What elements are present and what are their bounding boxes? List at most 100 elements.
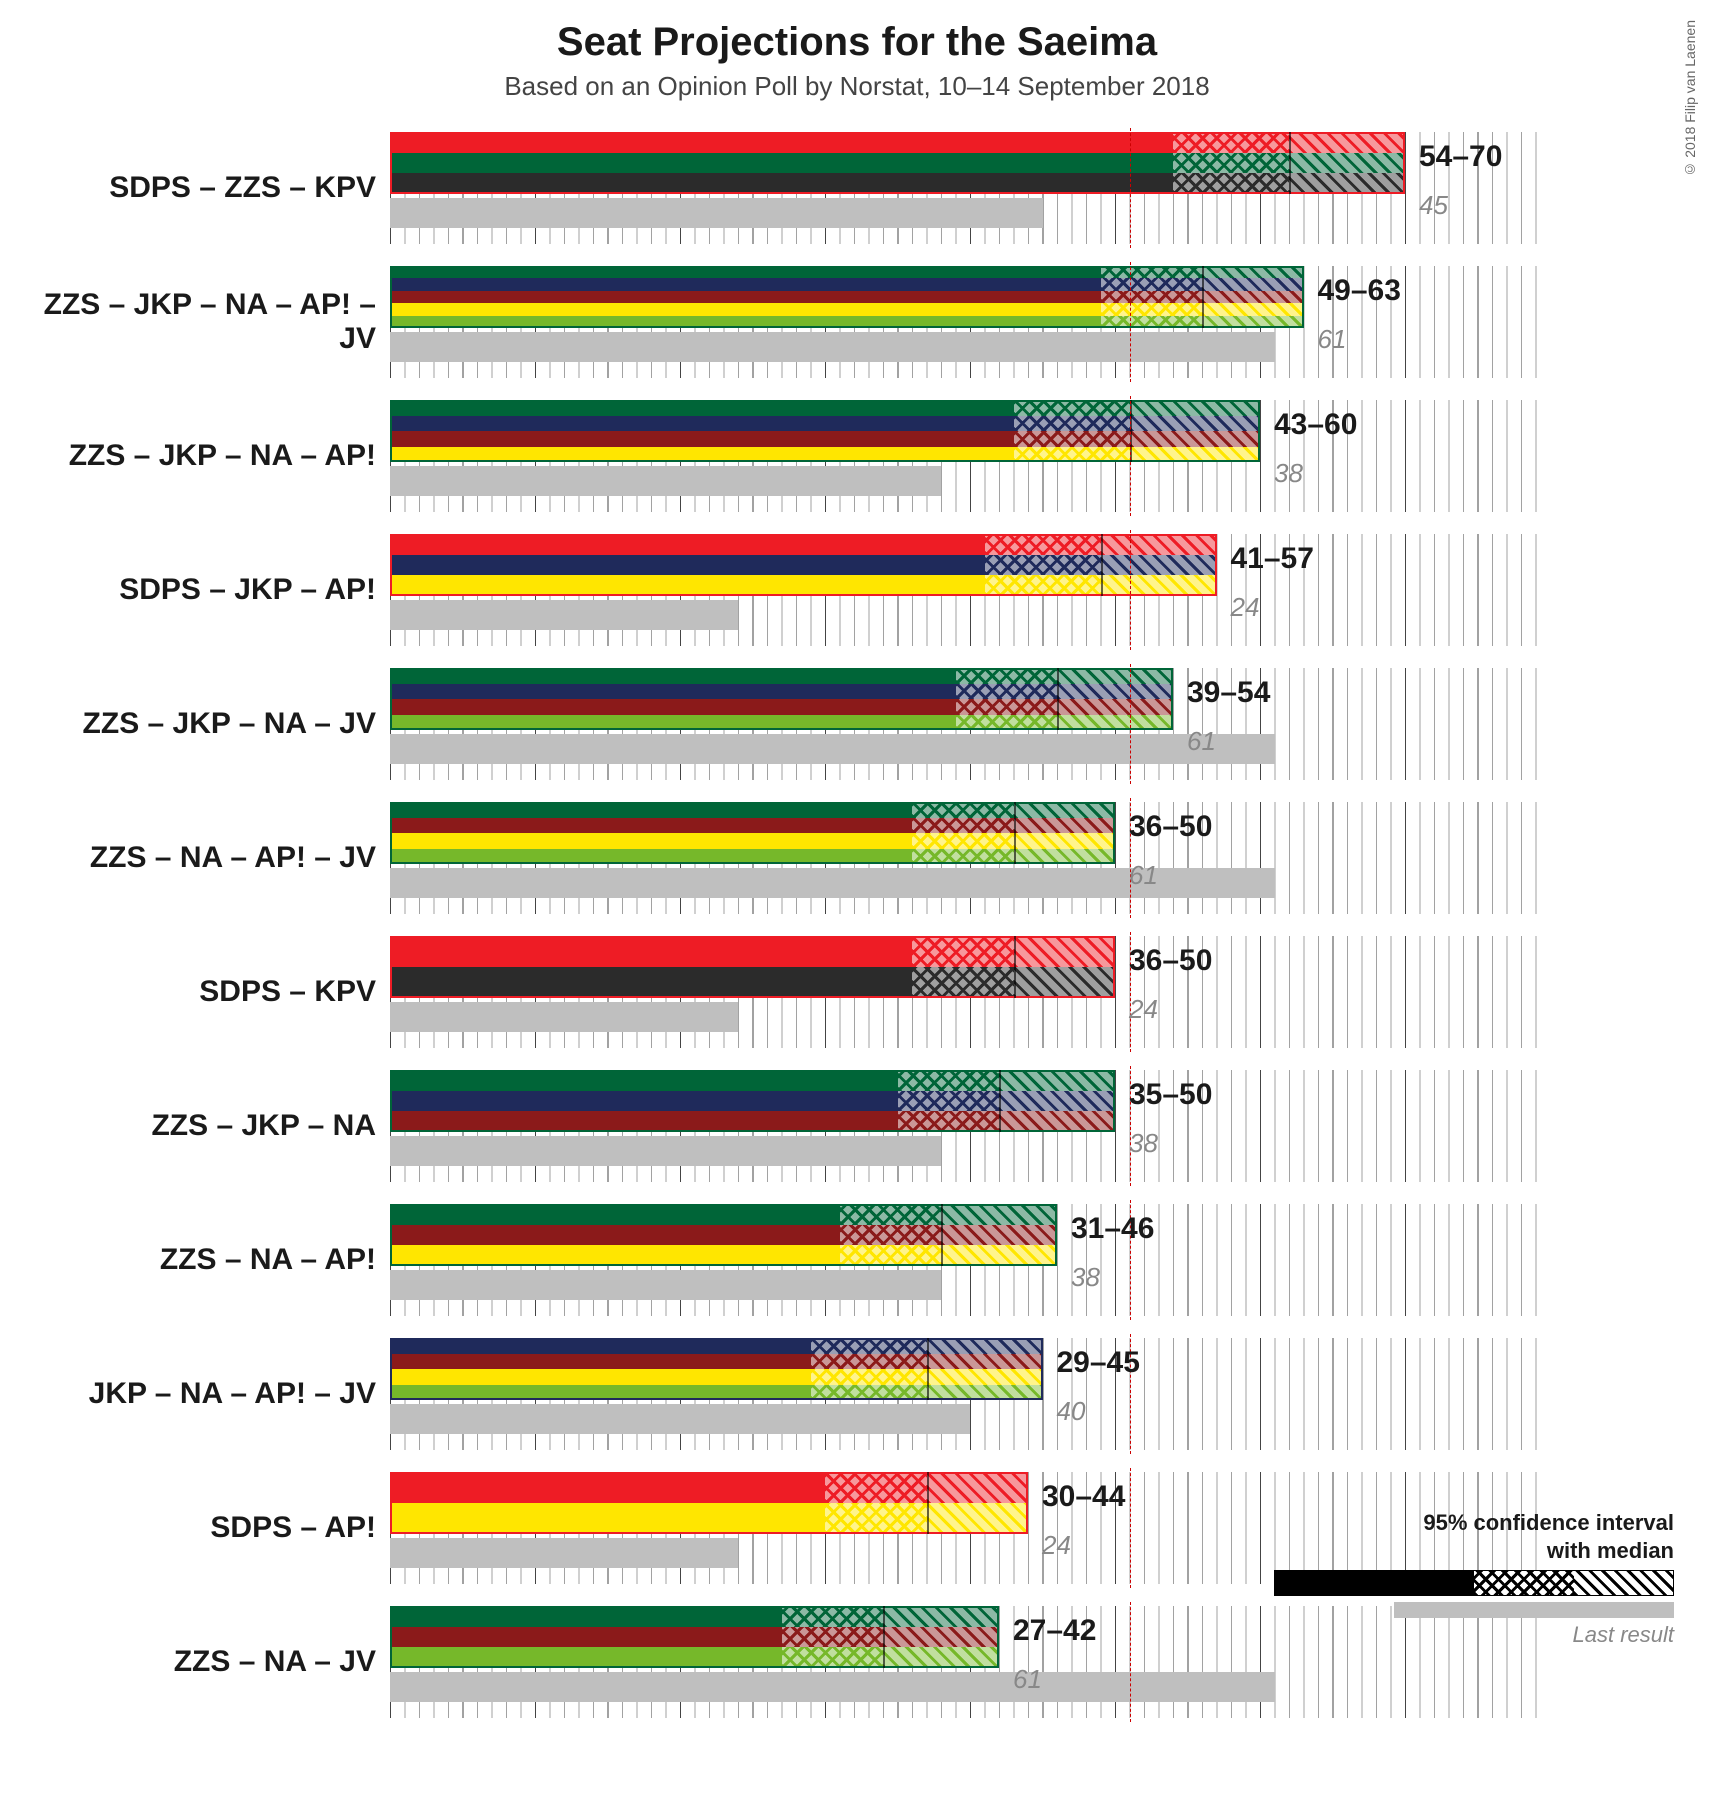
- bar-area: 49–63 61: [390, 266, 1550, 378]
- legend: 95% confidence interval with median Last…: [1274, 1510, 1674, 1648]
- last-result-bar: [390, 1538, 738, 1568]
- legend-last-label: Last result: [1274, 1622, 1674, 1648]
- bar-area: 41–57 24: [390, 534, 1550, 646]
- last-result-bar: [390, 466, 941, 496]
- bar-border: [390, 1606, 999, 1668]
- last-result-bar: [390, 1270, 941, 1300]
- bar-area: 36–50 24: [390, 936, 1550, 1048]
- coalition-label: ZZS – NA – JV: [20, 1606, 390, 1718]
- last-result-label: 61: [1115, 860, 1158, 891]
- coalition-label: SDPS – KPV: [20, 936, 390, 1048]
- last-result-label: 24: [1115, 994, 1158, 1025]
- coalition-label: ZZS – NA – AP! – JV: [20, 802, 390, 914]
- last-result-bar: [390, 332, 1275, 362]
- last-result-label: 38: [1057, 1262, 1100, 1293]
- majority-line: [1130, 664, 1131, 784]
- coalition-row: ZZS – NA – AP!31–4638: [20, 1204, 1694, 1316]
- bar-border: [390, 1204, 1057, 1266]
- ci-range-label: 35–50: [1115, 1078, 1212, 1112]
- coalition-row: ZZS – JKP – NA – AP! – JV 49–63 61: [20, 266, 1694, 378]
- bar-border: [390, 266, 1304, 328]
- median-marker: [1101, 534, 1103, 596]
- ci-range-label: 39–54: [1173, 676, 1270, 710]
- legend-ci-swatch: [1274, 1570, 1674, 1596]
- median-marker: [927, 1338, 929, 1400]
- last-result-label: 38: [1260, 458, 1303, 489]
- median-marker: [941, 1204, 943, 1266]
- ci-range-label: 27–42: [999, 1614, 1096, 1648]
- bar-border: [390, 936, 1115, 998]
- ci-range-label: 41–57: [1217, 542, 1314, 576]
- coalition-label: ZZS – JKP – NA – AP!: [20, 400, 390, 512]
- median-marker: [927, 1472, 929, 1534]
- coalition-row: SDPS – KPV 36–50 24: [20, 936, 1694, 1048]
- legend-last-swatch: [1394, 1602, 1674, 1618]
- bar-area: 31–46 38: [390, 1204, 1550, 1316]
- median-marker: [1057, 668, 1059, 730]
- legend-ci-label-1: 95% confidence interval: [1274, 1510, 1674, 1536]
- ci-range-label: 43–60: [1260, 408, 1357, 442]
- bar-border: [390, 534, 1217, 596]
- last-result-bar: [390, 1404, 970, 1434]
- majority-line: [1130, 530, 1131, 650]
- last-result-label: 61: [999, 1664, 1042, 1695]
- last-result-bar: [390, 734, 1275, 764]
- ci-range-label: 31–46: [1057, 1212, 1154, 1246]
- last-result-label: 61: [1173, 726, 1216, 757]
- bar-border: [390, 802, 1115, 864]
- coalition-row: ZZS – JKP – NA – JV 39–54 61: [20, 668, 1694, 780]
- majority-line: [1130, 1602, 1131, 1722]
- last-result-bar: [390, 1002, 738, 1032]
- bar-area: 29–45 40: [390, 1338, 1550, 1450]
- coalition-label: ZZS – JKP – NA: [20, 1070, 390, 1182]
- ci-range-label: 49–63: [1304, 274, 1401, 308]
- bar-area: 54–70 45: [390, 132, 1550, 244]
- median-marker: [999, 1070, 1001, 1132]
- median-marker: [1014, 936, 1016, 998]
- ci-range-label: 36–50: [1115, 944, 1212, 978]
- median-marker: [1202, 266, 1204, 328]
- last-result-label: 45: [1405, 190, 1448, 221]
- last-result-label: 24: [1217, 592, 1260, 623]
- ci-range-label: 30–44: [1028, 1480, 1125, 1514]
- coalition-row: SDPS – JKP – AP! 41–57 24: [20, 534, 1694, 646]
- majority-line: [1130, 128, 1131, 248]
- bar-area: 43–60 38: [390, 400, 1550, 512]
- coalition-label: SDPS – AP!: [20, 1472, 390, 1584]
- ci-range-label: 36–50: [1115, 810, 1212, 844]
- coalition-label: SDPS – JKP – AP!: [20, 534, 390, 646]
- legend-ci-label-2: with median: [1274, 1538, 1674, 1564]
- last-result-label: 24: [1028, 1530, 1071, 1561]
- coalition-label: ZZS – JKP – NA – AP! – JV: [20, 266, 390, 378]
- majority-line: [1130, 396, 1131, 516]
- median-marker: [1014, 802, 1016, 864]
- coalition-label: ZZS – JKP – NA – JV: [20, 668, 390, 780]
- coalition-row: JKP – NA – AP! – JV 29–45 40: [20, 1338, 1694, 1450]
- bar-area: 39–54 61: [390, 668, 1550, 780]
- last-result-label: 40: [1043, 1396, 1086, 1427]
- last-result-bar: [390, 600, 738, 630]
- last-result-label: 38: [1115, 1128, 1158, 1159]
- ci-range-label: 54–70: [1405, 140, 1502, 174]
- majority-line: [1130, 1468, 1131, 1588]
- bar-border: [390, 132, 1405, 194]
- chart-container: © 2018 Filip van Laenen Seat Projections…: [20, 20, 1694, 1718]
- coalition-label: JKP – NA – AP! – JV: [20, 1338, 390, 1450]
- ci-range-label: 29–45: [1043, 1346, 1140, 1380]
- last-result-bar: [390, 198, 1043, 228]
- bar-border: [390, 1338, 1043, 1400]
- bar-border: [390, 1472, 1028, 1534]
- last-result-label: 61: [1304, 324, 1347, 355]
- coalition-row: ZZS – JKP – NA 35–50 38: [20, 1070, 1694, 1182]
- coalition-row: SDPS – ZZS – KPV 54–70 45: [20, 132, 1694, 244]
- coalition-row: ZZS – JKP – NA – AP! 43–60 38: [20, 400, 1694, 512]
- chart-title: Seat Projections for the Saeima: [20, 20, 1694, 65]
- median-marker: [883, 1606, 885, 1668]
- bar-area: 36–50 61: [390, 802, 1550, 914]
- coalition-label: SDPS – ZZS – KPV: [20, 132, 390, 244]
- majority-line: [1130, 262, 1131, 382]
- bar-border: [390, 1070, 1115, 1132]
- bar-border: [390, 668, 1173, 730]
- last-result-bar: [390, 1136, 941, 1166]
- coalition-row: ZZS – NA – AP! – JV 36–50 61: [20, 802, 1694, 914]
